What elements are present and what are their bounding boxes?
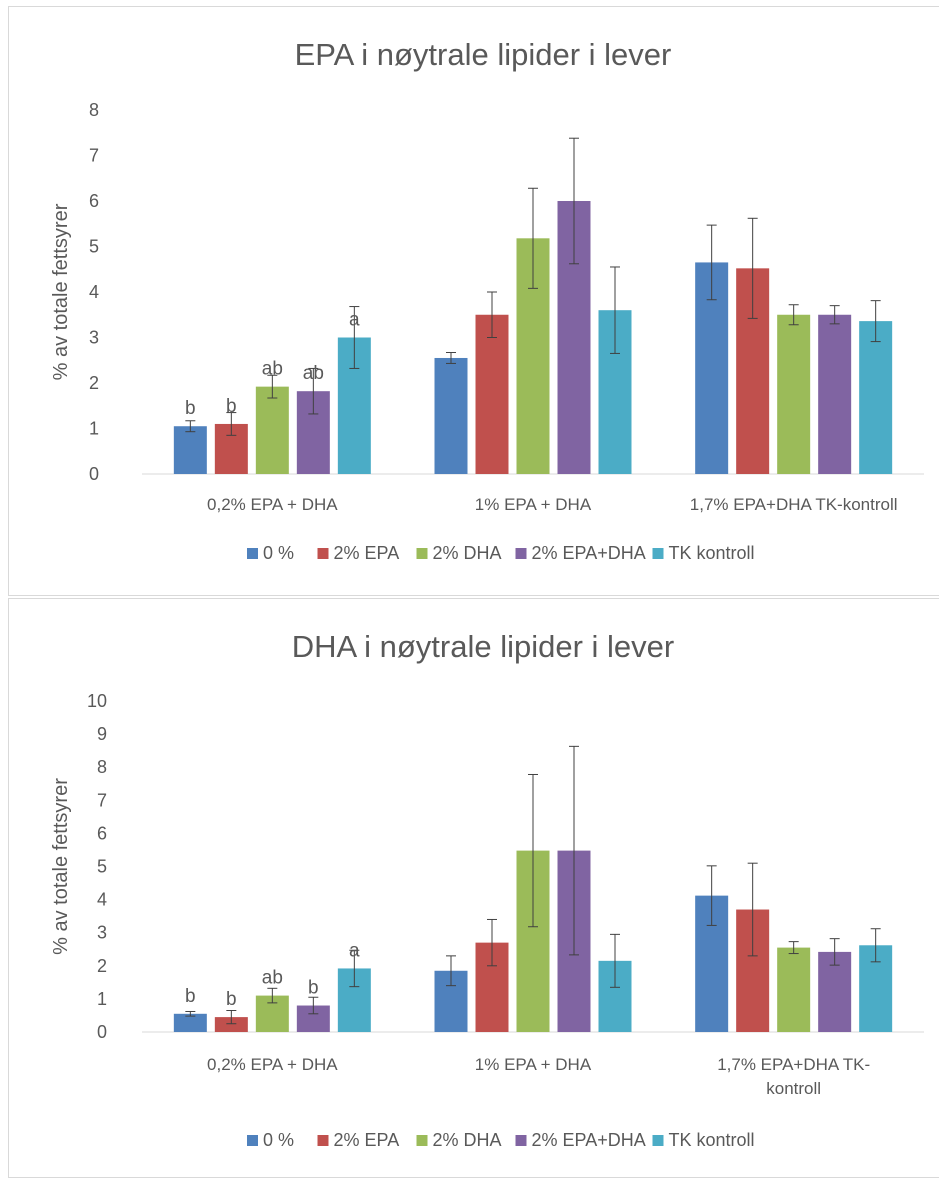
epa-chart-svg: EPA i nøytrale lipider i lever % av total…	[50, 37, 924, 563]
bar	[475, 314, 509, 474]
legend-swatch	[317, 548, 329, 559]
bar	[777, 314, 811, 474]
bar	[173, 426, 207, 474]
y-axis-label: % av totale fettsyrer	[50, 778, 72, 955]
y-tick-label: 9	[97, 724, 107, 744]
significance-label: a	[349, 940, 360, 961]
legend-label: 2% EPA	[334, 543, 400, 563]
y-tick-label: 5	[89, 237, 99, 257]
y-tick-label: 0	[89, 464, 99, 484]
chart-panel-dha: DHA i nøytrale lipider i lever % av total…	[8, 598, 939, 1178]
y-tick-label: 3	[89, 328, 99, 348]
legend-swatch	[515, 1135, 527, 1146]
y-tick-label: 6	[97, 823, 107, 843]
y-tick-label: 4	[89, 282, 99, 302]
bar	[818, 314, 852, 474]
significance-label: b	[226, 396, 237, 417]
y-tick-label: 7	[97, 790, 107, 810]
bar	[173, 1013, 207, 1032]
significance-label: b	[226, 989, 237, 1010]
category-label: 1,7% EPA+DHA TK-	[717, 1055, 870, 1074]
category-label: kontroll	[766, 1079, 821, 1098]
legend-swatch	[317, 1135, 329, 1146]
y-tick-label: 2	[97, 956, 107, 976]
significance-label: b	[185, 398, 196, 419]
legend-label: TK kontroll	[669, 1130, 755, 1150]
legend-swatch	[652, 548, 664, 559]
y-axis-label: % av totale fettsyrer	[50, 203, 72, 380]
significance-label: b	[308, 978, 319, 999]
bar	[255, 386, 289, 474]
dha-chart-svg: DHA i nøytrale lipider i lever % av total…	[50, 629, 924, 1150]
significance-label: a	[349, 310, 360, 331]
y-tick-label: 0	[97, 1022, 107, 1042]
legend-swatch	[652, 1135, 664, 1146]
legend-label: 2% EPA	[334, 1130, 400, 1150]
legend-label: 2% EPA+DHA	[532, 1130, 646, 1150]
category-label: 0,2% EPA + DHA	[207, 495, 338, 514]
category-label: 0,2% EPA + DHA	[207, 1055, 338, 1074]
y-tick-label: 8	[97, 757, 107, 777]
legend-swatch	[416, 548, 428, 559]
significance-label: ab	[262, 968, 283, 989]
legend-label: 0 %	[263, 543, 294, 563]
y-tick-label: 3	[97, 923, 107, 943]
legend-swatch	[247, 548, 258, 559]
y-tick-label: 6	[89, 191, 99, 211]
chart-title: DHA i nøytrale lipider i lever	[292, 629, 674, 664]
y-tick-label: 1	[89, 419, 99, 439]
category-label: 1% EPA + DHA	[475, 495, 592, 514]
bar	[214, 1017, 248, 1032]
legend-label: 2% EPA+DHA	[532, 543, 646, 563]
legend-label: 2% DHA	[433, 1130, 502, 1150]
y-tick-label: 1	[97, 989, 107, 1009]
chart-panel-epa: EPA i nøytrale lipider i lever % av total…	[8, 6, 939, 596]
legend-swatch	[416, 1135, 428, 1146]
bar	[434, 357, 468, 474]
y-tick-label: 7	[89, 146, 99, 166]
y-tick-label: 10	[87, 691, 107, 711]
y-tick-label: 5	[97, 857, 107, 877]
chart-title: EPA i nøytrale lipider i lever	[295, 37, 672, 72]
legend-swatch	[515, 548, 527, 559]
significance-label: ab	[303, 363, 324, 384]
y-tick-label: 2	[89, 373, 99, 393]
y-tick-label: 8	[89, 100, 99, 120]
legend-swatch	[247, 1135, 258, 1146]
y-tick-label: 4	[97, 890, 107, 910]
category-label: 1% EPA + DHA	[475, 1055, 592, 1074]
category-label: 1,7% EPA+DHA TK-kontroll	[690, 495, 898, 514]
legend-label: 0 %	[263, 1130, 294, 1150]
bar	[859, 321, 893, 474]
legend-label: TK kontroll	[669, 543, 755, 563]
significance-label: b	[185, 986, 196, 1007]
significance-label: ab	[262, 359, 283, 380]
legend-label: 2% DHA	[433, 543, 502, 563]
bar	[777, 947, 811, 1032]
